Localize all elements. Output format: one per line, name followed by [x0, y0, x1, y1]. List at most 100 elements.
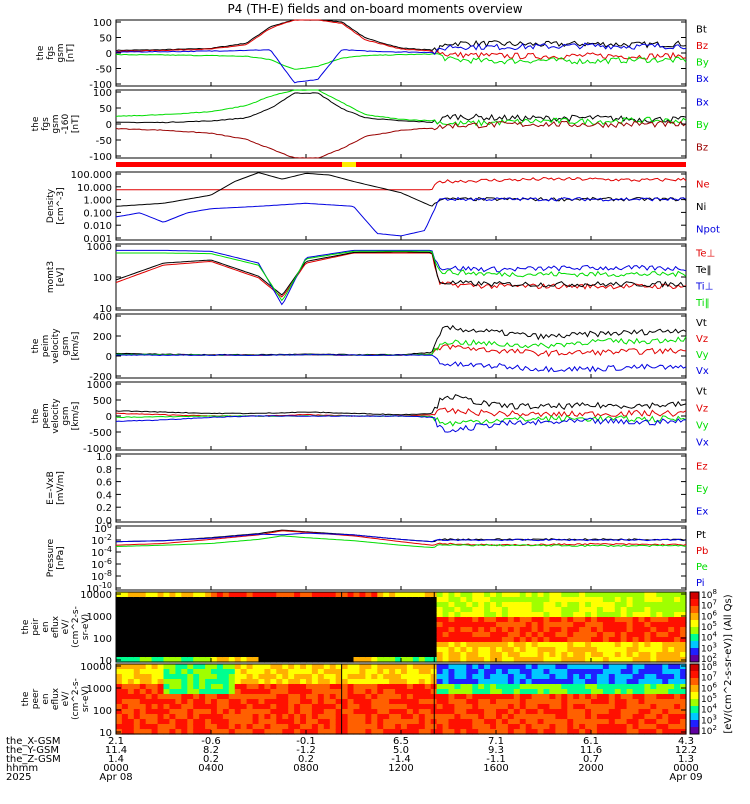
spectrogram-cell: [412, 607, 420, 613]
legend-label: By: [696, 57, 709, 68]
spectrogram-cell: [608, 632, 616, 638]
spectrogram-cell: [258, 694, 265, 700]
spectrogram-cell: [282, 607, 289, 613]
spectrogram-cell: [252, 592, 260, 598]
spectrogram-cell: [567, 704, 574, 710]
spectrogram-cell: [383, 684, 390, 690]
series-line-pressure-2: [115, 535, 687, 549]
spectrogram-cell: [585, 622, 592, 628]
spectrogram-cell: [216, 657, 224, 663]
spectrogram-cell: [478, 729, 485, 735]
spectrogram-cell: [157, 612, 165, 618]
spectrogram-cell: [234, 669, 242, 675]
spectrogram-cell: [199, 664, 206, 670]
spectrogram-cell: [335, 714, 343, 720]
spectrogram-cell: [359, 674, 366, 680]
y-tick-label: 100: [93, 706, 112, 717]
spectrogram-cell: [205, 597, 212, 603]
spectrogram-cell: [323, 602, 331, 608]
spectrogram-cell: [121, 612, 129, 618]
spectrogram-cell: [454, 607, 461, 613]
spectrogram-cell: [644, 689, 651, 695]
spectrogram-cell: [442, 607, 450, 613]
spectrogram-cell: [228, 719, 236, 725]
spectrogram-cell: [288, 647, 295, 653]
spectrogram-cell: [323, 612, 331, 618]
spectrogram-cell: [181, 709, 188, 715]
spectrogram-cell: [626, 602, 634, 608]
spectrogram-cell: [116, 652, 123, 658]
spectrogram-cell: [531, 729, 539, 735]
spectrogram-cell: [199, 689, 206, 695]
spectrogram-cell: [460, 689, 467, 695]
spectrogram-cell: [258, 612, 265, 618]
spectrogram-cell: [246, 664, 254, 670]
spectrogram-cell: [620, 714, 628, 720]
spectrogram-cell: [127, 689, 135, 695]
spectrogram-cell: [436, 724, 444, 730]
spectrogram-cell: [341, 674, 349, 680]
spectrogram-cell: [335, 622, 343, 628]
spectrogram-cell: [264, 652, 271, 658]
spectrogram-cell: [668, 602, 675, 608]
spectrogram-cell: [199, 622, 206, 628]
spectrogram-cell: [668, 597, 675, 603]
x-axis-value: 0000: [673, 763, 698, 774]
spectrogram-cell: [276, 617, 283, 623]
spectrogram-cell: [668, 689, 675, 695]
spectrogram-cell: [341, 719, 349, 725]
spectrogram-cell: [496, 632, 503, 638]
spectrogram-cell: [133, 602, 141, 608]
spectrogram-cell: [228, 627, 236, 633]
spectrogram-cell: [341, 627, 349, 633]
spectrogram-cell: [543, 647, 550, 653]
x-axis-value: 1.4: [108, 754, 124, 765]
spectrogram-cell: [228, 637, 236, 643]
spectrogram-cell: [484, 652, 491, 658]
spectrogram-cell: [395, 622, 402, 628]
series-line-mom_temp-0: [115, 252, 687, 298]
spectrogram-cell: [246, 669, 254, 675]
spectrogram-cell: [418, 632, 426, 638]
spectrogram-cell: [329, 674, 337, 680]
spectrogram-cell: [276, 694, 283, 700]
spectrogram-cell: [424, 704, 432, 710]
spectrogram-cell: [496, 664, 503, 670]
x-axis-value: 1.3: [678, 754, 694, 765]
spectrogram-cell: [157, 709, 165, 715]
spectrogram-cell: [442, 699, 450, 705]
spectrogram-cell: [211, 627, 218, 633]
spectrogram-cell: [157, 724, 165, 730]
spectrogram-cell: [537, 684, 545, 690]
spectrogram-cell: [294, 607, 301, 613]
spectrogram-cell: [211, 724, 218, 730]
spectrogram-cell: [294, 597, 301, 603]
spectrogram-cell: [282, 622, 289, 628]
y-tick-label: 10-6: [91, 557, 112, 571]
spectrogram-cell: [300, 669, 307, 675]
spectrogram-cell: [531, 652, 539, 658]
spectrogram-cell: [549, 719, 556, 725]
spectrogram-cell: [169, 719, 176, 725]
spectrogram-cell: [591, 714, 598, 720]
y-tick-label: 0: [106, 49, 112, 60]
spectrogram-cell: [121, 642, 129, 648]
spectrogram-cell: [644, 652, 651, 658]
spectrogram-cell: [389, 719, 396, 725]
spectrogram-cell: [264, 704, 271, 710]
spectrogram-cell: [460, 627, 467, 633]
spectrogram-cell: [632, 637, 640, 643]
spectrogram-cell: [169, 597, 176, 603]
spectrogram-cell: [341, 617, 349, 623]
spectrogram-cell: [531, 679, 539, 685]
spectrogram-cell: [543, 637, 550, 643]
spectrogram-cell: [424, 679, 432, 685]
series-line-fgs_gsm-1: [115, 19, 687, 60]
spectrogram-cell: [211, 729, 218, 735]
x-axis-value: 12.2: [675, 745, 697, 756]
spectrogram-cell: [596, 622, 604, 628]
spectrogram-cell: [246, 622, 254, 628]
spectrogram-cell: [264, 657, 271, 663]
spectrogram-cell: [454, 684, 461, 690]
spectrogram-cell: [216, 652, 224, 658]
